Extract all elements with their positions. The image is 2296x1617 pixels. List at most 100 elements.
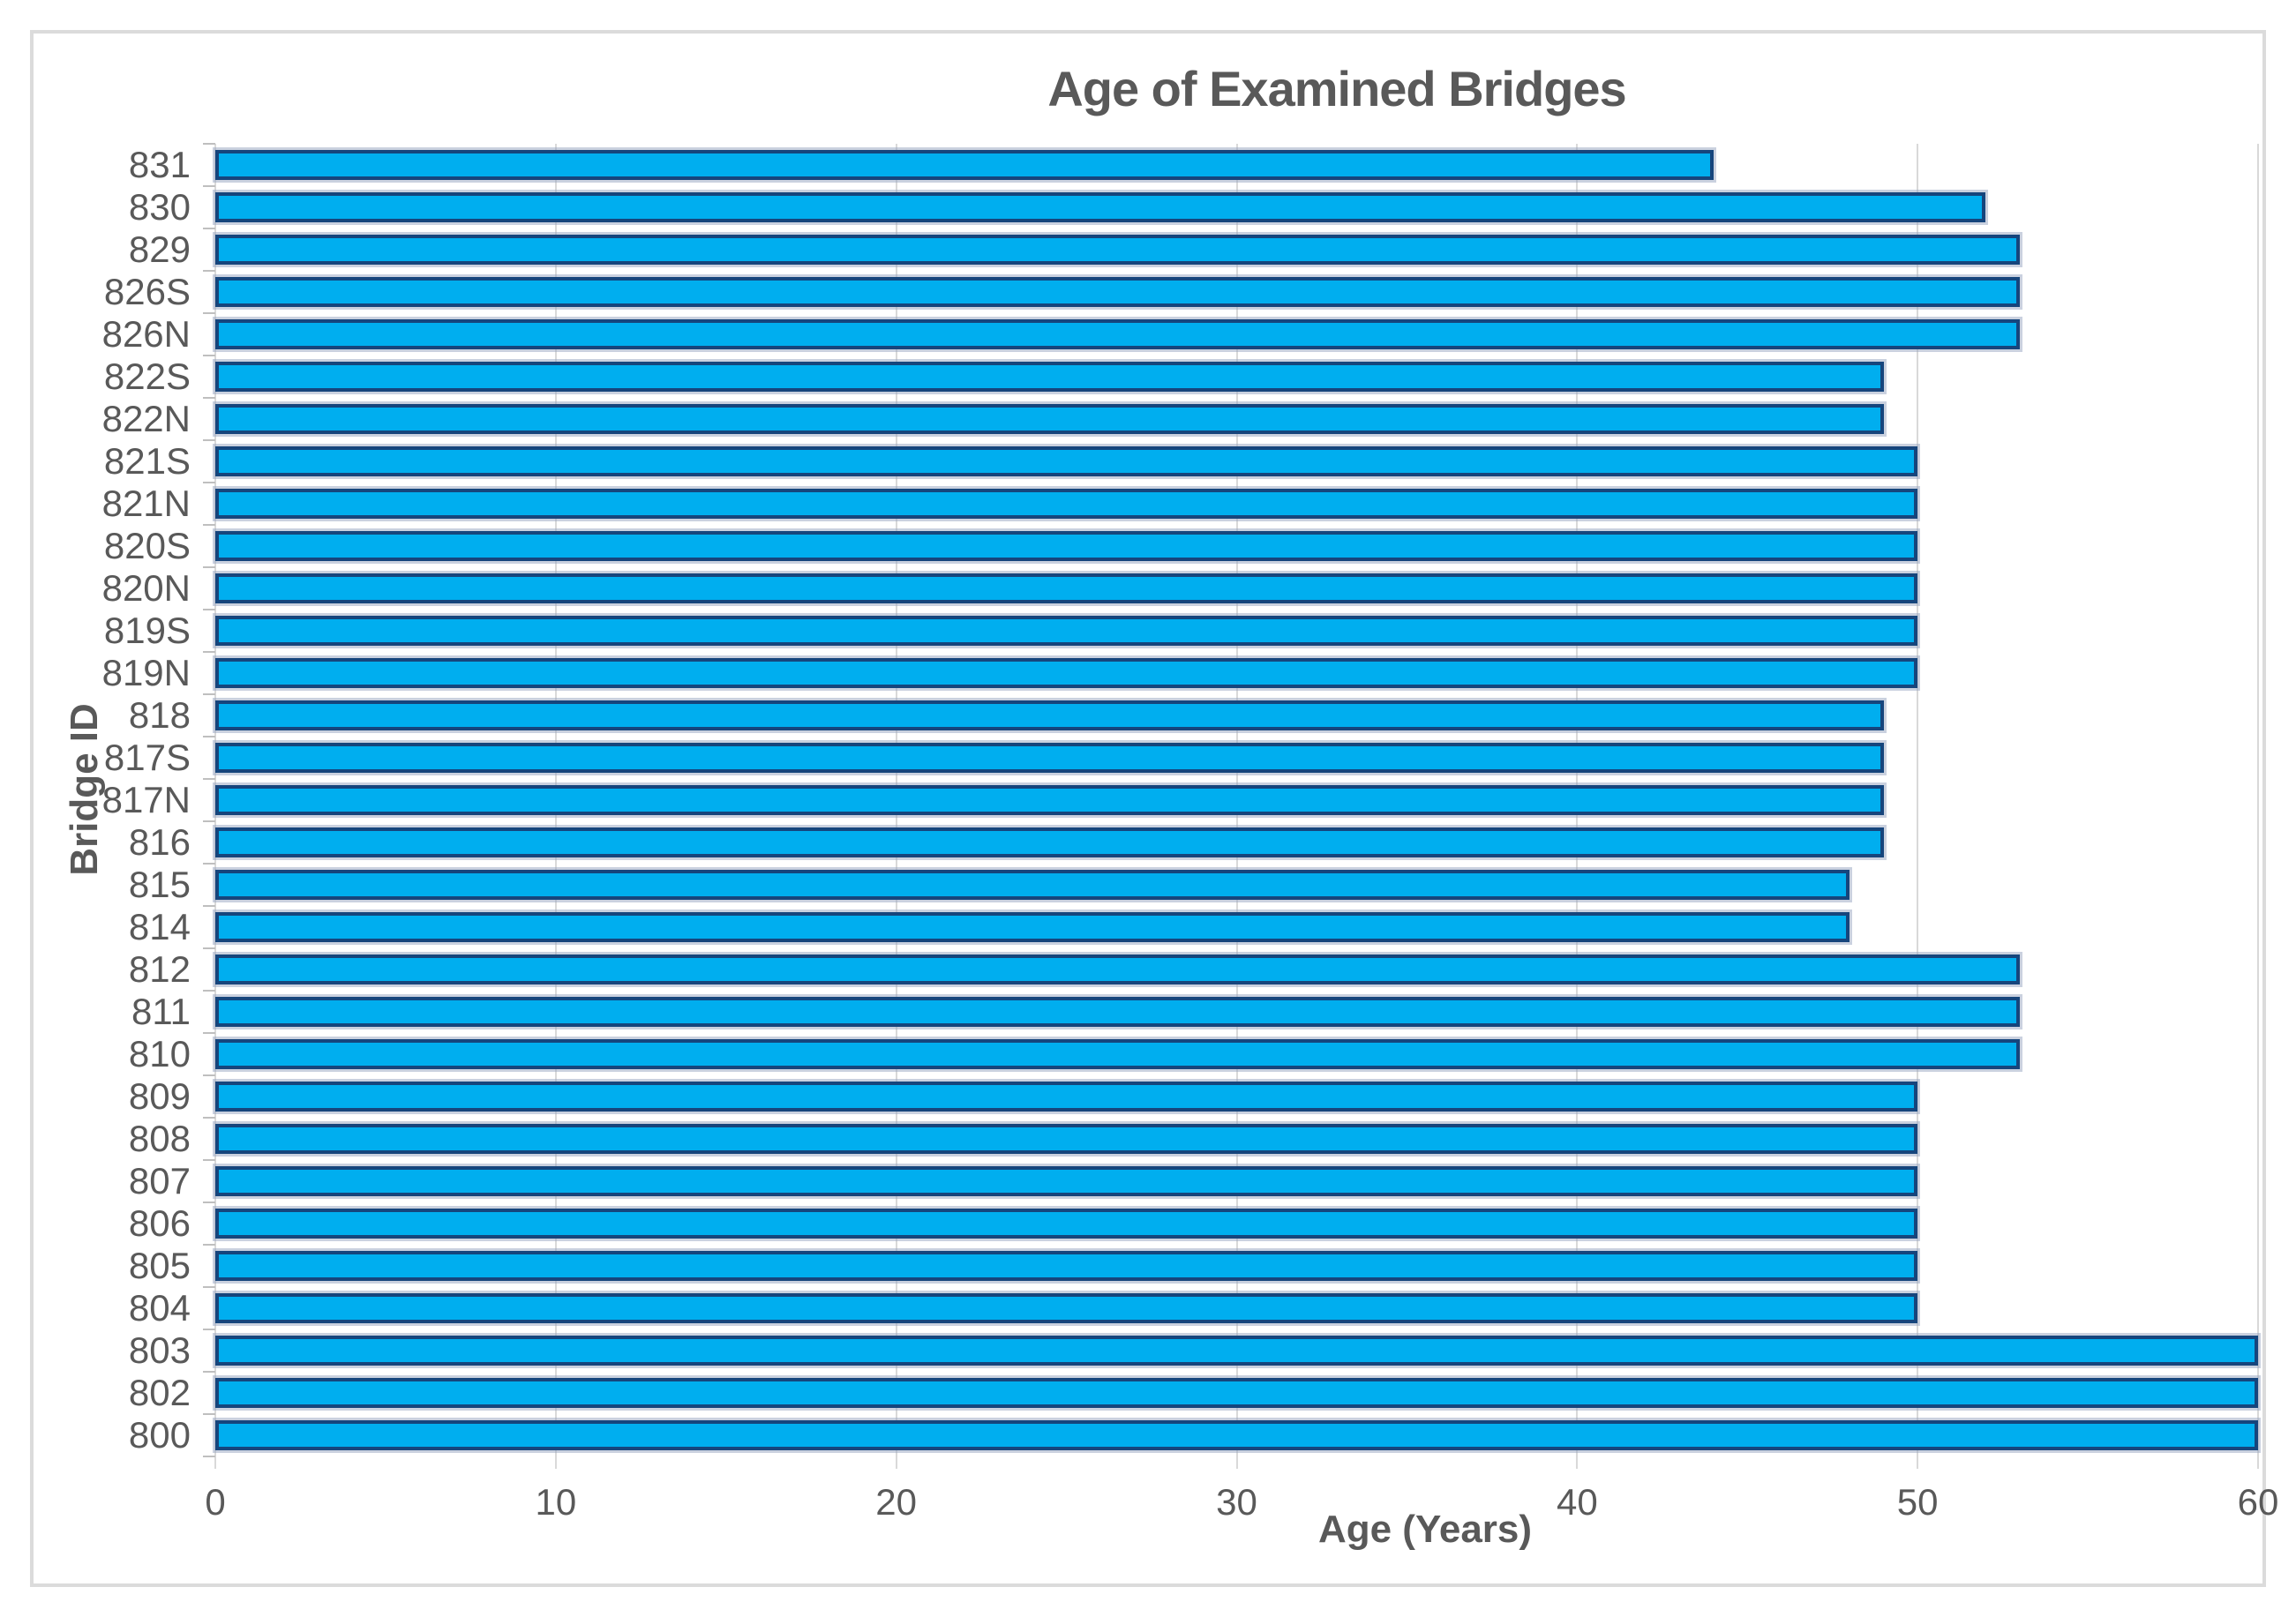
category-axis-tick [203, 1074, 215, 1076]
category-axis-tick [203, 736, 215, 737]
category-label: 803 [128, 1329, 191, 1371]
category-axis-tick [203, 1159, 215, 1161]
bar [215, 997, 2020, 1027]
bar [215, 1209, 1918, 1239]
category-label: 812 [128, 948, 191, 990]
category-axis-tick [203, 566, 215, 568]
x-gridline [2257, 144, 2259, 1469]
category-axis-tick [203, 609, 215, 610]
category-label: 817S [103, 737, 191, 778]
x-gridline [1917, 144, 1919, 1469]
category-axis-tick [203, 355, 215, 356]
category-axis-tick [203, 1413, 215, 1415]
bar [215, 404, 1884, 434]
category-label: 816 [128, 821, 191, 863]
category-axis-tick [203, 651, 215, 653]
category-axis-tick [203, 863, 215, 865]
category-axis-tick [203, 228, 215, 229]
bar [215, 150, 1714, 180]
x-tick-label: 40 [1556, 1481, 1598, 1523]
category-label: 818 [128, 694, 191, 736]
category-label: 822N [101, 398, 191, 439]
bar [215, 658, 1918, 688]
x-tick-label: 20 [875, 1481, 918, 1523]
category-label: 821S [103, 440, 191, 482]
category-label: 822S [103, 356, 191, 397]
category-label: 831 [128, 144, 191, 185]
bar [215, 277, 2020, 307]
bar [215, 1251, 1918, 1281]
bar [215, 319, 2020, 349]
bar [215, 1082, 1918, 1112]
category-axis-tick [203, 1244, 215, 1246]
category-label: 830 [128, 186, 191, 228]
category-axis-tick [203, 439, 215, 441]
category-axis-tick [203, 1456, 215, 1457]
category-axis-tick [203, 482, 215, 483]
bar [215, 573, 1918, 603]
category-label: 817N [101, 779, 191, 820]
x-tick-label: 0 [205, 1481, 226, 1523]
bar [215, 446, 1918, 476]
bar [215, 362, 1884, 392]
bar [215, 192, 1986, 222]
x-axis-title: Age (Years) [1317, 1508, 1533, 1551]
bar [215, 700, 1884, 730]
bar [215, 743, 1884, 773]
category-axis-tick [203, 947, 215, 949]
bar [215, 870, 1850, 900]
category-label: 808 [128, 1118, 191, 1159]
bar [215, 616, 1918, 646]
category-axis-tick [203, 1286, 215, 1288]
category-axis-tick [203, 270, 215, 272]
bar [215, 827, 1884, 857]
category-axis-tick [203, 905, 215, 907]
category-label: 820S [103, 525, 191, 566]
category-axis-tick [203, 820, 215, 822]
category-axis-tick [203, 778, 215, 780]
category-axis-tick [203, 1329, 215, 1330]
category-label: 826N [101, 313, 191, 355]
bar [215, 1039, 2020, 1069]
bar [215, 1293, 1918, 1323]
category-label: 815 [128, 864, 191, 905]
category-label: 810 [128, 1033, 191, 1074]
category-axis-tick [203, 143, 215, 145]
chart-title: Age of Examined Bridges [1047, 61, 1626, 116]
bar [215, 785, 1884, 815]
bar [215, 954, 2020, 984]
category-label: 806 [128, 1202, 191, 1244]
category-label: 811 [131, 991, 191, 1032]
category-label: 819N [101, 652, 191, 693]
category-label: 809 [128, 1075, 191, 1117]
bar [215, 531, 1918, 561]
bar [215, 1378, 2258, 1408]
x-tick-label: 60 [2237, 1481, 2279, 1523]
category-axis-tick [203, 693, 215, 695]
category-label: 800 [128, 1414, 191, 1456]
category-label: 814 [128, 906, 191, 947]
category-label: 807 [128, 1160, 191, 1202]
category-label: 826S [103, 271, 191, 312]
x-tick-label: 10 [535, 1481, 577, 1523]
category-axis-tick [203, 1117, 215, 1119]
bar [215, 235, 2020, 265]
bar [215, 1336, 2258, 1366]
category-axis-tick [203, 524, 215, 526]
category-axis-tick [203, 1032, 215, 1034]
bar [215, 1420, 2258, 1450]
category-label: 820N [101, 567, 191, 609]
category-axis-tick [203, 990, 215, 992]
category-label: 802 [128, 1372, 191, 1413]
x-tick-label: 50 [1896, 1481, 1939, 1523]
category-axis-tick [203, 1202, 215, 1203]
category-label: 804 [128, 1287, 191, 1329]
category-axis-tick [203, 397, 215, 399]
bar [215, 912, 1850, 942]
category-label: 829 [128, 228, 191, 270]
category-label: 821N [101, 483, 191, 524]
bar [215, 1124, 1918, 1154]
category-label: 805 [128, 1245, 191, 1286]
